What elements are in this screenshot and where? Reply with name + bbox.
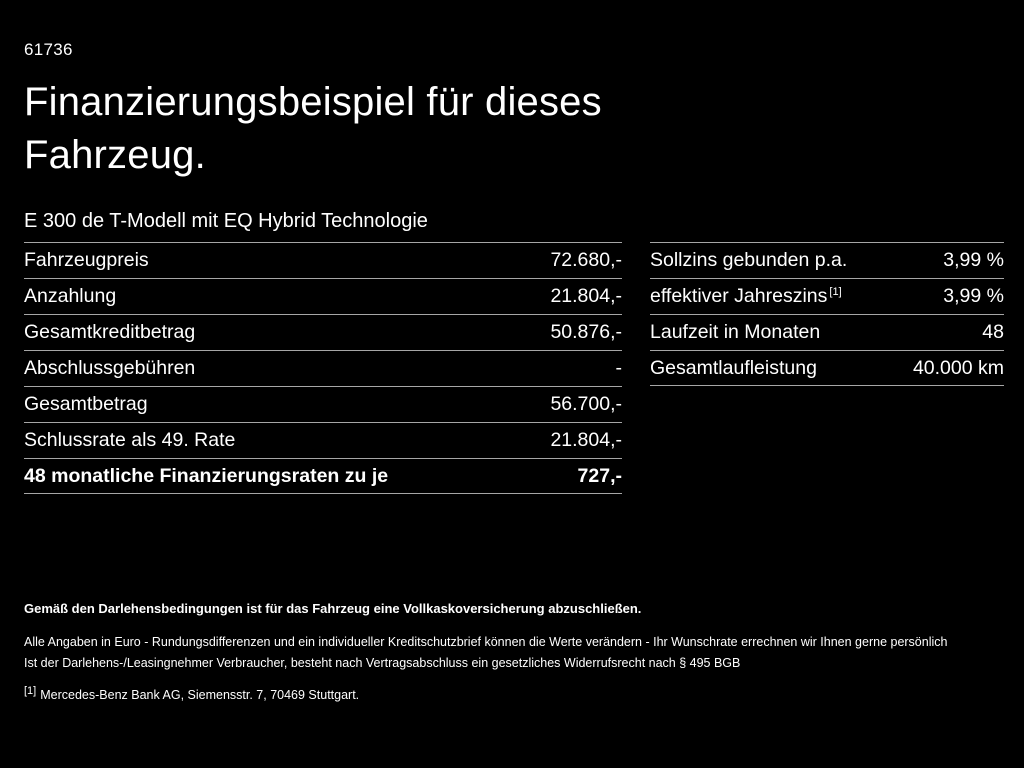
footnote: [1] Mercedes-Benz Bank AG, Siemensstr. 7,… [24,685,1004,706]
table-row-fahrzeugpreis: Fahrzeugpreis 72.680,- [24,242,622,278]
row-label: Schlussrate als 49. Rate [24,429,236,452]
table-row-gesamtbetrag: Gesamtbetrag 56.700,- [24,386,622,422]
table-row-sollzins: Sollzins gebunden p.a. 3,99 % [650,242,1004,278]
row-value: 3,99 % [943,249,1004,272]
row-label: Gesamtbetrag [24,393,148,416]
page-title-line1: Finanzierungsbeispiel für dieses [24,80,602,124]
row-value: 72.680,- [550,249,622,272]
row-label: effektiver Jahreszins [1] [650,285,842,308]
row-value: 50.876,- [550,321,622,344]
table-row-monatliche-rate: 48 monatliche Finanzierungsraten zu je 7… [24,458,622,495]
row-label-text: effektiver Jahreszins [650,285,828,308]
row-value: 21.804,- [550,429,622,452]
disclaimer-line-insurance: Gemäß den Darlehensbedingungen ist für d… [24,601,642,616]
row-value: 3,99 % [943,285,1004,308]
footnote-text: Mercedes-Benz Bank AG, Siemensstr. 7, 70… [40,688,360,702]
footnote-marker: [1] [829,285,842,298]
row-label: Gesamtkreditbetrag [24,321,196,344]
page-title-line2: Fahrzeug. [24,133,206,178]
financing-tables: Fahrzeugpreis 72.680,- Anzahlung 21.804,… [24,242,1004,495]
footer-disclaimer: Gemäß den Darlehensbedingungen ist für d… [24,598,1004,706]
row-value: - [615,357,623,380]
disclaimer-line-widerrufsrecht: Ist der Darlehens-/Leasingnehmer Verbrau… [24,656,741,670]
row-label: Laufzeit in Monaten [650,321,821,344]
row-value: 40.000 km [912,356,1004,379]
page-title: Finanzierungsbeispiel für dieses Fahrzeu… [24,76,1004,182]
row-label: 48 monatliche Finanzierungsraten zu je [24,464,389,487]
table-row-effektiver-jahreszins: effektiver Jahreszins [1] 3,99 % [650,278,1004,314]
row-label: Gesamtlaufleistung [650,356,817,379]
table-row-laufzeit: Laufzeit in Monaten 48 [650,314,1004,350]
row-label: Anzahlung [24,285,117,308]
page-id: 61736 [24,40,73,59]
table-row-schlussrate: Schlussrate als 49. Rate 21.804,- [24,422,622,458]
row-label: Fahrzeugpreis [24,249,149,272]
footnote-marker: [1] [24,684,37,697]
row-value: 56.700,- [550,393,622,416]
table-row-abschlussgebuehren: Abschlussgebühren - [24,350,622,386]
table-row-gesamtkreditbetrag: Gesamtkreditbetrag 50.876,- [24,314,622,350]
row-label: Sollzins gebunden p.a. [650,249,848,272]
disclaimer-line-euro: Alle Angaben in Euro - Rundungsdifferenz… [24,635,948,649]
table-row-gesamtlaufleistung: Gesamtlaufleistung 40.000 km [650,350,1004,387]
financing-table: Fahrzeugpreis 72.680,- Anzahlung 21.804,… [24,242,622,495]
row-value: 48 [982,321,1004,344]
row-value: 21.804,- [550,285,622,308]
vehicle-model-subtitle: E 300 de T-Modell mit EQ Hybrid Technolo… [24,210,428,233]
table-row-anzahlung: Anzahlung 21.804,- [24,278,622,314]
row-label: Abschlussgebühren [24,357,196,380]
rate-table: Sollzins gebunden p.a. 3,99 % effektiver… [650,242,1004,387]
row-value: 727,- [577,464,622,487]
